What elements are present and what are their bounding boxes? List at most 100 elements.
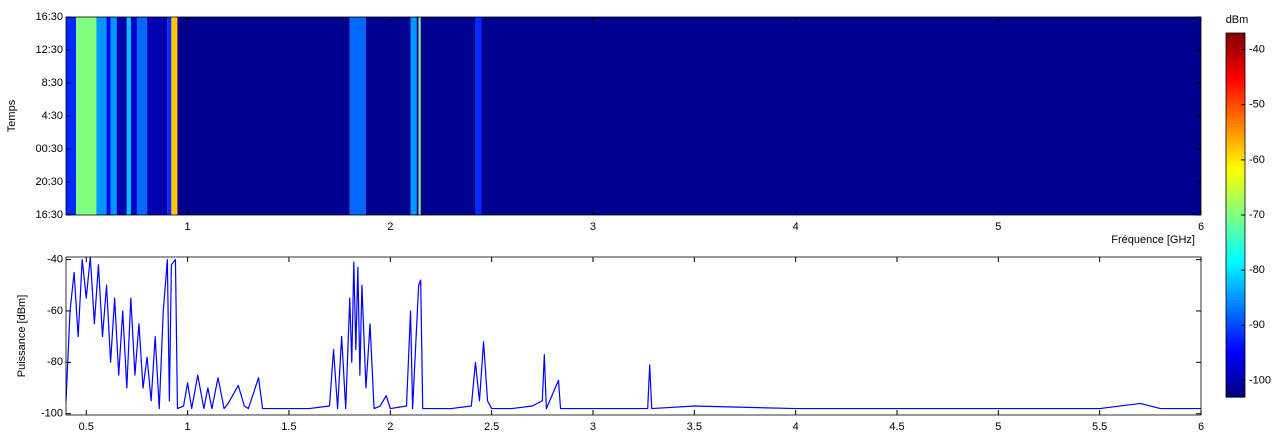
y-tick-label: 16:30 xyxy=(35,11,63,23)
colorbar-swatch xyxy=(1226,202,1245,207)
colorbar-swatch xyxy=(1226,157,1245,161)
colorbar-swatch xyxy=(1226,321,1245,325)
y-tick-label: 8:30 xyxy=(42,77,63,89)
colorbar-swatch xyxy=(1226,215,1245,219)
y-tick-label: 16:30 xyxy=(35,209,63,221)
colorbar-swatch xyxy=(1226,154,1245,158)
heat-cell xyxy=(349,17,366,215)
colorbar-swatch xyxy=(1226,105,1245,110)
colorbar-swatch xyxy=(1226,236,1245,240)
colorbar-swatch xyxy=(1226,184,1245,189)
colorbar-swatch xyxy=(1226,260,1245,265)
colorbar-swatch xyxy=(1226,275,1245,280)
spectrum-line xyxy=(65,256,1201,410)
colorbar-swatch xyxy=(1226,114,1245,119)
colorbar-swatch xyxy=(1226,208,1245,213)
x-tick-label: 1.5 xyxy=(281,421,296,433)
colorbar-swatch xyxy=(1226,381,1245,386)
colorbar-swatch xyxy=(1226,351,1245,356)
heat-cell xyxy=(475,17,482,215)
colorbar-swatch xyxy=(1226,263,1245,268)
colorbar-swatch xyxy=(1226,211,1245,216)
colorbar-swatch xyxy=(1226,387,1245,392)
colorbar-swatch xyxy=(1226,54,1245,58)
colorbar-swatch xyxy=(1226,372,1245,377)
x-tick-label: 3.5 xyxy=(687,421,702,433)
x-tick-label: 5.5 xyxy=(1092,421,1107,433)
colorbar-swatch xyxy=(1226,160,1245,165)
colorbar-swatch xyxy=(1226,130,1245,134)
colorbar-tick-label: -90 xyxy=(1249,319,1265,331)
colorbar-swatch xyxy=(1226,327,1245,331)
colorbar-swatch xyxy=(1226,175,1245,180)
colorbar-swatch xyxy=(1226,117,1245,122)
colorbar-swatch xyxy=(1226,290,1245,295)
heat-cell xyxy=(136,17,148,215)
y-tick-label: -40 xyxy=(47,253,63,265)
colorbar-tick-label: -80 xyxy=(1249,264,1265,276)
colorbar-swatch xyxy=(1226,336,1245,340)
colorbar-swatch xyxy=(1226,66,1245,70)
x-tick-label: 3 xyxy=(590,221,596,233)
colorbar-swatch xyxy=(1226,257,1245,262)
colorbar-swatch xyxy=(1226,145,1245,149)
colorbar-swatch xyxy=(1226,227,1245,231)
colorbar-tick-label: -100 xyxy=(1249,374,1271,386)
colorbar-swatch xyxy=(1226,296,1245,301)
x-tick-label: 2 xyxy=(387,421,393,433)
colorbar-swatch xyxy=(1226,342,1245,347)
heat-cell xyxy=(106,17,111,215)
colorbar-swatch xyxy=(1226,90,1245,95)
colorbar-swatch xyxy=(1226,254,1245,259)
colorbar-swatch xyxy=(1226,42,1245,46)
colorbar-swatch xyxy=(1226,199,1245,204)
heat-cell xyxy=(167,17,172,215)
colorbar-swatch xyxy=(1226,354,1245,359)
colorbar-swatch xyxy=(1226,60,1245,64)
x-axis-label: Fréquence [GHz] xyxy=(1111,234,1195,246)
colorbar-swatch xyxy=(1226,278,1245,283)
x-tick-label: 4 xyxy=(793,221,799,233)
colorbar-swatch xyxy=(1226,84,1245,89)
colorbar-swatch xyxy=(1226,33,1245,37)
heat-cell xyxy=(76,17,97,215)
colorbar-swatch xyxy=(1226,142,1245,146)
colorbar-swatch xyxy=(1226,324,1245,328)
colorbar-swatch xyxy=(1226,333,1245,337)
x-tick-label: 5 xyxy=(995,221,1001,233)
colorbar-swatch xyxy=(1226,242,1245,246)
heat-cell xyxy=(116,17,127,215)
colorbar-swatch xyxy=(1226,72,1245,77)
heat-cell xyxy=(110,17,117,215)
colorbar-tick-label: -50 xyxy=(1249,99,1265,111)
heat-cell xyxy=(420,17,476,215)
colorbar-swatch xyxy=(1226,172,1245,177)
colorbar-swatch xyxy=(1226,318,1245,322)
colorbar-swatch xyxy=(1226,390,1245,395)
colorbar-swatch xyxy=(1226,187,1245,192)
colorbar-swatch xyxy=(1226,139,1245,143)
colorbar-swatch xyxy=(1226,384,1245,389)
x-tick-label: 4 xyxy=(793,421,799,433)
heat-cell xyxy=(130,17,137,215)
colorbar-swatch xyxy=(1226,245,1245,249)
colorbar-swatch xyxy=(1226,151,1245,155)
colorbar-swatch xyxy=(1226,378,1245,383)
colorbar-swatch xyxy=(1226,366,1245,371)
y-tick-label: 00:30 xyxy=(35,143,63,155)
colorbar-swatch xyxy=(1226,281,1245,286)
heat-cell xyxy=(96,17,107,215)
colorbar-swatch xyxy=(1226,190,1245,195)
colorbar-label: dBm xyxy=(1226,14,1249,26)
colorbar-swatch xyxy=(1226,63,1245,67)
x-tick-label: 3 xyxy=(590,421,596,433)
colorbar-swatch xyxy=(1226,163,1245,168)
colorbar-swatch xyxy=(1226,233,1245,237)
colorbar-swatch xyxy=(1226,230,1245,234)
colorbar-swatch xyxy=(1226,124,1245,128)
colorbar-tick-label: -60 xyxy=(1249,154,1265,166)
colorbar-swatch xyxy=(1226,284,1245,289)
y-axis-label: Puissance [dBm] xyxy=(16,295,28,378)
colorbar-swatch xyxy=(1226,205,1245,210)
colorbar-swatch xyxy=(1226,39,1245,43)
